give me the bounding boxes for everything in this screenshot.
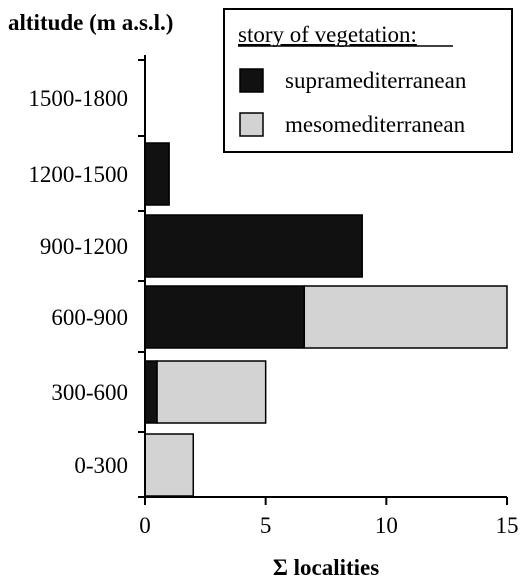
legend-box [223, 8, 513, 153]
y-tick-label-900-1200: 900-1200 [40, 234, 128, 259]
x-tick-label-5: 5 [260, 513, 272, 538]
x-tick-label-10: 10 [375, 513, 398, 538]
bar-1200-1500-supramediterranean [144, 142, 170, 206]
y-tick-label-1200-1500: 1200-1500 [28, 162, 128, 187]
bar-900-1200-supramediterranean [144, 214, 363, 278]
bar-300-600-supramediterranean [144, 360, 158, 424]
legend-label-mesomediterranean: mesomediterranean [285, 112, 466, 137]
legend-swatch-supramediterranean [239, 68, 264, 93]
legend-title: story of vegetation: [238, 22, 417, 47]
bar-0-300-mesomediterranean [144, 433, 195, 497]
legend-label-supramediterranean: supramediterranean [285, 68, 467, 93]
y-tick-label-600-900: 600-900 [51, 305, 128, 330]
x-axis-title: Σ localities [273, 555, 379, 580]
x-tick-label-0: 0 [139, 513, 151, 538]
bar-600-900-mesomediterranean [303, 285, 508, 349]
bar-600-900-supramediterranean [144, 285, 306, 349]
y-tick-label-0-300: 0-300 [74, 453, 128, 478]
legend: story of vegetation: supramediterranean … [223, 8, 513, 153]
y-tick-label-300-600: 300-600 [51, 380, 128, 405]
y-tick-label-1500-1800: 1500-1800 [28, 86, 128, 111]
y-axis-title: altitude (m a.s.l.) [8, 10, 173, 35]
bar-300-600-mesomediterranean [156, 360, 267, 424]
legend-swatch-mesomediterranean [239, 112, 264, 137]
x-tick-label-15: 15 [496, 513, 519, 538]
